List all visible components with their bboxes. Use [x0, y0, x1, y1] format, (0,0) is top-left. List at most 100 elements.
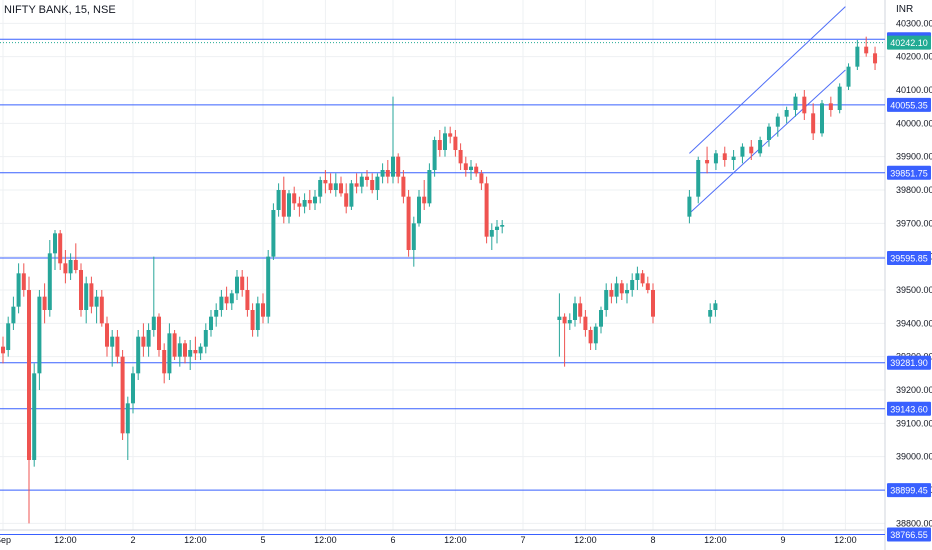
level-price-tag-bg: [887, 483, 931, 498]
candle-body: [6, 323, 11, 350]
candle-body: [489, 230, 494, 237]
candle-body: [359, 176, 364, 187]
candle-body: [855, 46, 860, 67]
candle-body: [401, 176, 406, 197]
level-price-tag-bg: [887, 251, 931, 266]
candle-body: [68, 260, 73, 274]
candle-body: [302, 200, 307, 207]
candle-body: [713, 303, 718, 310]
candle-body: [157, 316, 161, 350]
price-tick-label: 40300.00: [896, 18, 932, 28]
level-price-tag-bg: [887, 165, 931, 180]
level-price-tag: 39281.90: [890, 358, 928, 368]
candle-body: [619, 283, 624, 294]
candle-body: [385, 170, 390, 177]
candle-body: [417, 196, 421, 224]
candle-body: [411, 223, 416, 250]
level-price-tag-bg: [887, 527, 931, 542]
candle-body: [562, 316, 567, 324]
price-tick-label: 40200.00: [896, 52, 932, 62]
candle-body: [271, 210, 276, 257]
time-tick-label: 12:00: [54, 535, 77, 545]
candle-body: [443, 133, 447, 150]
last-price-tag-bg: [887, 35, 931, 50]
candle-body: [604, 290, 609, 310]
candle-body: [37, 296, 42, 374]
candle-body: [349, 183, 354, 207]
candle-body: [448, 133, 453, 137]
candle-body: [1, 346, 5, 354]
candle-body: [193, 350, 198, 354]
candle-body: [793, 96, 798, 110]
level-price-tag-bg: [887, 401, 931, 416]
candle-body: [380, 170, 385, 177]
candle-body: [198, 346, 203, 354]
candle-body: [432, 140, 437, 170]
candle-body: [583, 316, 588, 330]
candle-body: [16, 273, 21, 307]
time-tick-label: 12:00: [444, 535, 467, 545]
chart-title: NIFTY BANK, 15, NSE: [4, 4, 116, 16]
candle-body: [705, 160, 710, 164]
candle-body: [313, 196, 317, 204]
candle-body: [297, 203, 302, 207]
candle-body: [811, 113, 816, 134]
price-tick-label: 39800.00: [896, 185, 932, 195]
candle-body: [391, 156, 395, 177]
candle-body: [713, 153, 718, 164]
candle-body: [609, 290, 614, 297]
candle-body: [105, 323, 109, 347]
candle-body: [162, 350, 167, 374]
candle-body: [708, 310, 713, 317]
level-price-tag: 38899.45: [890, 486, 928, 496]
candle-body: [146, 330, 151, 347]
currency-label: INR: [896, 4, 914, 15]
candle-body: [11, 306, 16, 324]
candle-body: [214, 310, 219, 317]
channel-line: [689, 6, 846, 154]
candle-body: [58, 233, 63, 264]
candle-body: [27, 290, 31, 460]
candle-body: [640, 273, 645, 284]
candle-body: [722, 153, 727, 160]
candle-body: [21, 273, 26, 290]
price-tick-label: 39500.00: [896, 285, 932, 295]
candle-body: [339, 183, 343, 194]
time-tick-label: 12:00: [704, 535, 727, 545]
level-price-tag: 38766.55: [890, 530, 928, 540]
candle-body: [354, 183, 359, 187]
candle-body: [167, 333, 172, 374]
candle-body: [79, 270, 83, 310]
candle-body: [183, 343, 187, 357]
candle-body: [864, 46, 869, 54]
candle-body: [73, 260, 78, 270]
candle-body: [370, 180, 375, 190]
candle-body: [281, 190, 286, 217]
price-tick-label: 38800.00: [896, 518, 932, 528]
candle-body: [219, 296, 224, 310]
level-price-tag: 39595.85: [890, 254, 928, 264]
time-tick-label: 7: [520, 535, 525, 545]
candle-body: [588, 330, 593, 344]
candle-body: [495, 226, 499, 230]
candle-body: [235, 276, 239, 294]
candle-body: [110, 336, 115, 347]
candle-body: [224, 296, 229, 304]
price-tick-label: 40100.00: [896, 85, 932, 95]
candle-body: [593, 326, 598, 344]
candle-body: [53, 233, 57, 254]
time-tick-label: 5: [260, 535, 265, 545]
candle-body: [323, 180, 328, 184]
candle-body: [740, 146, 745, 157]
candle-body: [99, 296, 104, 324]
candle-body: [396, 156, 401, 177]
candle-body: [731, 156, 736, 160]
candle-body: [42, 296, 47, 310]
candle-body: [131, 373, 135, 404]
level-price-tag: 40055.35: [890, 100, 928, 110]
price-tick-label: 39900.00: [896, 152, 932, 162]
candle-body: [573, 303, 577, 320]
candle-body: [84, 283, 89, 310]
candle-body: [614, 283, 619, 297]
